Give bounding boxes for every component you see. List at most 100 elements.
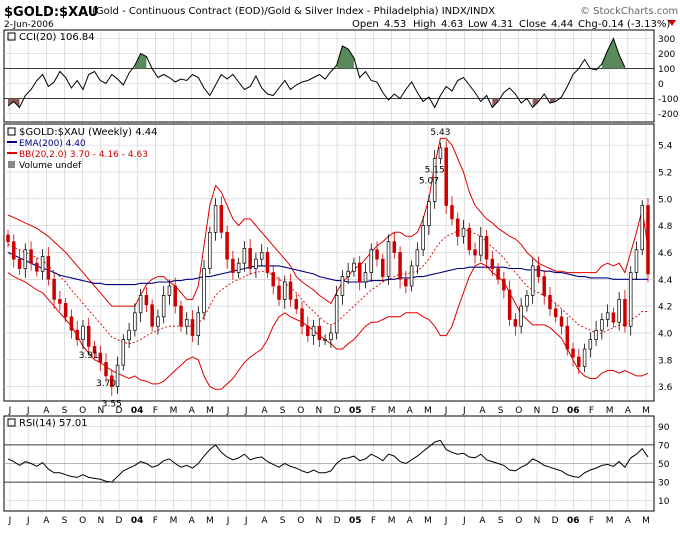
- x-tick-label: 04: [131, 406, 144, 416]
- cci-panel: [3, 29, 655, 123]
- x-tick-label: S: [498, 516, 504, 526]
- x-tick-label: A: [189, 516, 196, 526]
- x-tick-label: J: [244, 406, 248, 416]
- x-tick-label: J: [8, 406, 12, 416]
- low-value: 4.31: [491, 19, 513, 30]
- candle-body: [40, 256, 45, 272]
- price-y-tick-label: 5.4: [658, 142, 673, 152]
- candle-body: [46, 256, 51, 280]
- x-tick-label: J: [462, 406, 466, 416]
- candle-body: [467, 227, 472, 251]
- high-value: 4.63: [441, 19, 463, 30]
- x-tick-label: J: [244, 516, 248, 526]
- x-tick-label: N: [97, 516, 104, 526]
- open-label: Open: [352, 19, 379, 30]
- candle-body: [225, 231, 229, 260]
- candle-body: [352, 262, 356, 272]
- candle-body: [184, 319, 189, 327]
- cci-y-tick-label: 200: [658, 50, 675, 60]
- price-y-tick-label: 4.0: [658, 329, 673, 339]
- cci-positive-fill: [134, 53, 147, 69]
- candle-body: [507, 289, 512, 320]
- candle-body: [340, 276, 345, 296]
- candle-body: [623, 299, 627, 327]
- candle-body: [161, 295, 166, 318]
- candle-body: [536, 265, 541, 277]
- candle-body: [63, 303, 68, 318]
- candle-body: [254, 258, 258, 269]
- x-tick-label: A: [189, 406, 196, 416]
- rsi-y-tick-label: 50: [658, 460, 670, 470]
- x-tick-label: F: [371, 406, 376, 416]
- candle-body: [473, 249, 477, 256]
- volume-legend-text: Volume undef: [19, 161, 82, 171]
- candle-body: [530, 265, 535, 296]
- rsi-y-tick-label: 70: [658, 441, 670, 451]
- candle-body: [288, 281, 293, 300]
- x-tick-label: M: [424, 406, 432, 416]
- x-tick-label: M: [388, 516, 396, 526]
- cci-negative-fill: [532, 98, 539, 108]
- candle-body: [479, 235, 483, 256]
- x-tick-label: N: [316, 516, 323, 526]
- candle-body: [605, 312, 610, 320]
- candle-body: [121, 339, 126, 366]
- price-y-tick-label: 5.0: [658, 195, 673, 205]
- candle-body: [81, 325, 85, 340]
- candle-body: [167, 285, 172, 296]
- x-tick-label: O: [297, 516, 304, 526]
- candle-body: [392, 241, 397, 253]
- candle-body: [409, 265, 414, 287]
- candle-body: [173, 285, 177, 307]
- x-tick-label: A: [407, 406, 414, 416]
- x-tick-label: N: [97, 406, 104, 416]
- candle-body: [329, 332, 333, 340]
- candle-body: [35, 262, 39, 272]
- high-label: High: [413, 19, 436, 30]
- candle-body: [300, 308, 304, 327]
- candle-body: [133, 312, 137, 331]
- candle-body: [306, 325, 310, 336]
- candle-body: [110, 375, 114, 387]
- candle-body: [58, 299, 62, 304]
- candle-body: [52, 278, 56, 300]
- x-tick-label: A: [625, 516, 632, 526]
- candle-body: [548, 295, 552, 310]
- down-arrow-icon: [668, 20, 676, 26]
- cci-positive-fill: [601, 38, 625, 69]
- candle-body: [571, 348, 575, 358]
- bb-middle-line: [7, 229, 648, 345]
- x-tick-label: S: [62, 406, 68, 416]
- cci-negative-fill: [492, 98, 499, 108]
- x-tick-label: S: [280, 406, 286, 416]
- candle-body: [6, 234, 10, 243]
- candle-body: [208, 231, 212, 269]
- volume-legend-swatch: [8, 161, 15, 168]
- price-y-tick-label: 3.8: [658, 356, 673, 366]
- price-y-tick-label: 4.8: [658, 222, 673, 232]
- price-annotation: 5.15: [425, 166, 445, 176]
- x-tick-label: A: [407, 516, 414, 526]
- candle-body: [23, 249, 28, 269]
- candle-body: [490, 258, 495, 269]
- x-tick-label: J: [26, 516, 30, 526]
- x-tick-label: M: [206, 406, 214, 416]
- candle-body: [398, 252, 402, 280]
- candle-body: [150, 304, 154, 327]
- x-tick-label: N: [534, 406, 541, 416]
- candle-body: [190, 319, 195, 336]
- price-y-tick-label: 5.2: [658, 168, 672, 178]
- x-tick-label: D: [334, 516, 341, 526]
- x-tick-label: J: [444, 406, 448, 416]
- candle-body: [357, 262, 362, 283]
- price-y-tick-label: 4.2: [658, 303, 672, 313]
- candle-body: [565, 325, 570, 350]
- candle-body: [317, 325, 322, 340]
- chart-symbol: $GOLD:$XAU: [4, 5, 98, 20]
- price-y-tick-label: 4.6: [658, 249, 673, 259]
- candle-body: [640, 205, 644, 251]
- candle-body: [144, 295, 149, 306]
- candle-body: [559, 316, 564, 327]
- rsi-y-tick-label: 10: [658, 497, 670, 507]
- candle-body: [438, 147, 443, 159]
